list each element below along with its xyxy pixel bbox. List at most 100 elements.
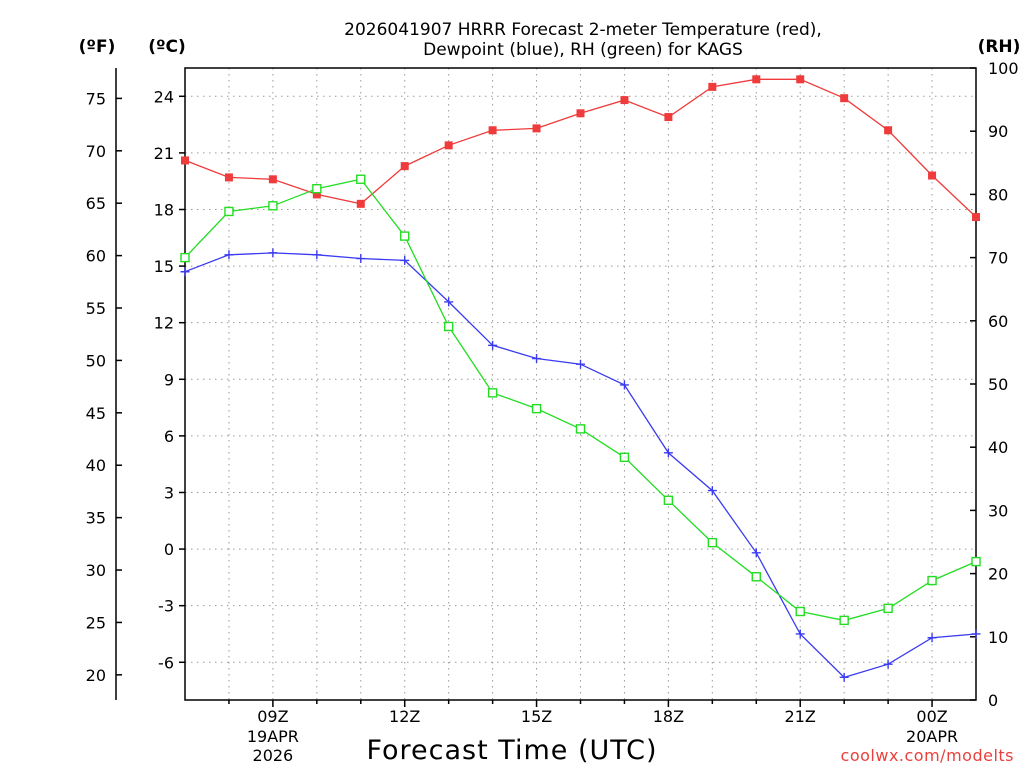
time-tick-label: 21Z bbox=[785, 707, 816, 726]
celsius-tick-label: 6 bbox=[164, 427, 174, 446]
rh-point bbox=[971, 556, 981, 567]
rh-point bbox=[487, 388, 498, 398]
dewpoint-point bbox=[312, 250, 322, 260]
rh-axis: 0 10 20 30 40 50 60 70 80 90 100 bbox=[970, 59, 1019, 710]
celsius-axis: -6 -3 0 3 6 9 12 15 18 21 24 bbox=[154, 87, 185, 672]
fahrenheit-tick-label: 70 bbox=[86, 142, 106, 161]
rh-point bbox=[356, 174, 366, 184]
dewpoint-point bbox=[927, 633, 937, 643]
celsius-tick-label: 18 bbox=[154, 200, 174, 219]
rh-axis-unit: (RH) bbox=[978, 37, 1021, 57]
time-tick-label: 00Z bbox=[916, 707, 947, 726]
temperature-point bbox=[576, 109, 585, 118]
dewpoint-point bbox=[224, 250, 234, 260]
rh-point bbox=[839, 615, 849, 626]
temperature-point bbox=[268, 175, 277, 184]
chart-title-line-1: 2026041907 HRRR Forecast 2-meter Tempera… bbox=[344, 20, 822, 40]
dewpoint-point bbox=[356, 254, 366, 264]
rh-point bbox=[400, 231, 410, 241]
dewpoint-point bbox=[663, 448, 673, 458]
temperature-point bbox=[752, 75, 761, 84]
fahrenheit-tick-label: 20 bbox=[86, 666, 106, 685]
celsius-tick-label: 15 bbox=[154, 257, 174, 276]
rh-point bbox=[883, 603, 893, 614]
time-tick-label: 09Z bbox=[257, 707, 288, 726]
celsius-axis-unit: (ºC) bbox=[148, 37, 186, 57]
dewpoint-point bbox=[488, 340, 498, 350]
rh-point bbox=[268, 201, 278, 211]
time-tick-label: 15Z bbox=[521, 707, 552, 726]
celsius-tick-label: 9 bbox=[164, 370, 174, 389]
temperature-line bbox=[184, 78, 977, 218]
rh-point bbox=[443, 321, 454, 332]
celsius-tick-label: 3 bbox=[164, 483, 174, 502]
temperature-point bbox=[928, 171, 937, 180]
date-label: 19APR bbox=[247, 727, 299, 746]
dewpoint-point bbox=[444, 297, 454, 307]
fahrenheit-tick-label: 55 bbox=[86, 299, 106, 318]
dewpoint-point bbox=[619, 380, 629, 390]
rh-point bbox=[312, 184, 322, 194]
celsius-tick-label: -3 bbox=[158, 597, 174, 616]
dewpoint-point bbox=[268, 248, 278, 258]
time-tick-label: 18Z bbox=[653, 707, 684, 726]
temperature-point bbox=[620, 96, 629, 105]
fahrenheit-tick-label: 35 bbox=[86, 509, 106, 528]
celsius-tick-label: 12 bbox=[154, 314, 174, 333]
temperature-point bbox=[664, 113, 673, 122]
dewpoint-point bbox=[883, 659, 893, 669]
rh-tick-label: 80 bbox=[988, 185, 1008, 204]
dewpoint-point bbox=[400, 255, 410, 265]
rh-tick-label: 0 bbox=[988, 691, 998, 710]
gridlines bbox=[185, 68, 976, 700]
dewpoint-point bbox=[180, 267, 190, 277]
temperature-point bbox=[488, 126, 497, 135]
rh-point bbox=[751, 572, 761, 582]
dewpoint-point bbox=[751, 548, 761, 558]
rh-point bbox=[927, 575, 937, 586]
fahrenheit-tick-label: 50 bbox=[86, 351, 106, 370]
fahrenheit-axis: 20 25 30 35 40 45 50 55 60 65 70 75 bbox=[86, 89, 122, 685]
fahrenheit-tick-label: 45 bbox=[86, 404, 106, 423]
rh-point bbox=[180, 252, 190, 263]
temperature-point bbox=[400, 162, 409, 171]
dewpoint-point bbox=[576, 359, 585, 369]
temperature-point bbox=[312, 190, 321, 199]
celsius-tick-label: 24 bbox=[154, 87, 174, 106]
temperature-point bbox=[796, 75, 805, 84]
temperature-point bbox=[708, 82, 717, 91]
rh-point bbox=[795, 606, 805, 617]
dewpoint-point bbox=[532, 354, 542, 364]
rh-tick-label: 100 bbox=[988, 59, 1019, 78]
rh-point bbox=[224, 206, 234, 217]
rh-tick-label: 10 bbox=[988, 628, 1008, 647]
rh-tick-label: 20 bbox=[988, 565, 1008, 584]
temperature-point bbox=[972, 213, 980, 222]
rh-tick-label: 40 bbox=[988, 438, 1008, 457]
rh-tick-label: 70 bbox=[988, 249, 1008, 268]
celsius-tick-label: -6 bbox=[158, 653, 174, 672]
temperature-point bbox=[224, 173, 233, 182]
x-axis-label: Forecast Time (UTC) bbox=[366, 735, 657, 766]
date-label: 2026 bbox=[253, 746, 294, 765]
date-label: 20APR bbox=[906, 727, 958, 746]
rh-point bbox=[663, 495, 674, 505]
temperature-point bbox=[444, 141, 453, 150]
fahrenheit-tick-label: 30 bbox=[86, 561, 106, 580]
temperature-series bbox=[181, 75, 980, 222]
time-tick-label: 12Z bbox=[389, 707, 420, 726]
celsius-tick-label: 21 bbox=[154, 144, 174, 163]
temperature-point bbox=[840, 94, 849, 103]
fahrenheit-axis-unit: (ºF) bbox=[79, 37, 116, 57]
rh-tick-label: 90 bbox=[988, 122, 1008, 141]
rh-point bbox=[619, 452, 630, 463]
dewpoint-point bbox=[971, 629, 981, 639]
temperature-point bbox=[532, 124, 541, 133]
fahrenheit-tick-label: 25 bbox=[86, 613, 106, 632]
rh-point bbox=[531, 403, 542, 414]
fahrenheit-tick-label: 75 bbox=[86, 89, 106, 108]
rh-point bbox=[707, 537, 718, 548]
rh-series bbox=[180, 174, 981, 626]
fahrenheit-tick-label: 40 bbox=[86, 456, 106, 475]
